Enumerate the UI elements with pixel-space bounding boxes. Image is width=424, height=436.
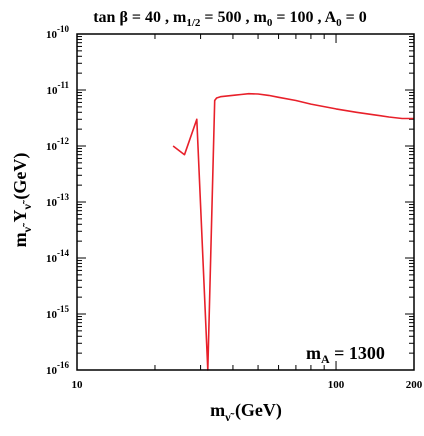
series-line [172, 92, 414, 371]
y-tick-exponent: -16 [57, 360, 69, 370]
y-tick-label: 10-12 [46, 136, 69, 153]
y-tick-exponent: -10 [57, 24, 69, 34]
anno-value: = 1300 [330, 343, 385, 363]
ylabel-y: Y [10, 209, 30, 227]
title-part-tan: tan β = 40 , m [93, 9, 187, 26]
title-sub-m12: 1/2 [186, 17, 201, 29]
y-tick-label: 10-11 [46, 80, 69, 97]
anno-m: m [306, 343, 321, 363]
y-tick-base: 10 [46, 253, 58, 265]
x-tick-label: 200 [406, 379, 423, 391]
y-tick-label: 10-10 [46, 24, 69, 41]
chart-title: tan β = 40 , m1/2 = 500 , m0 = 100 , A0 … [93, 9, 367, 29]
plot-frame [76, 33, 415, 371]
y-axis-label: mν̃ Yν̃ (GeV) [10, 153, 34, 248]
y-tick-exponent: -11 [57, 80, 69, 90]
y-tick-base: 10 [46, 29, 58, 41]
x-tick-labels: 10 100 200 [72, 379, 423, 391]
y-tick-base: 10 [46, 197, 58, 209]
x-axis-label: mν̃ (GeV) [210, 400, 282, 424]
xlabel-m: m [210, 400, 225, 420]
title-sub-a0: 0 [336, 17, 342, 29]
y-tick-label: 10-13 [46, 192, 69, 209]
anno-sub: A [321, 352, 330, 366]
xlabel-unit: (GeV) [230, 400, 281, 421]
y-tick-base: 10 [46, 141, 58, 153]
y-tick-label: 10-16 [46, 360, 69, 377]
y-tick-label: 10-15 [46, 304, 69, 321]
annotation-ma: mA = 1300 [306, 343, 385, 366]
title-part-zero: = 0 [342, 9, 367, 26]
y-tick-exponent: -14 [57, 248, 69, 258]
y-tick-exponent: -15 [57, 304, 69, 314]
ylabel-sub1: ν̃ [20, 223, 34, 233]
xlabel-sub: ν̃ [224, 410, 234, 424]
ylabel-sub2: ν̃ [20, 200, 34, 210]
ylabel-unit: (GeV) [10, 153, 31, 204]
axis-ticks [76, 33, 415, 371]
y-tick-label: 10-14 [46, 248, 69, 265]
title-sub-m0: 0 [267, 17, 273, 29]
title-part-100: = 100 , A [272, 9, 336, 26]
ylabel-m: m [10, 232, 30, 247]
y-tick-exponent: -12 [57, 136, 69, 146]
y-tick-base: 10 [46, 365, 58, 377]
y-tick-base: 10 [46, 85, 58, 97]
x-tick-label: 100 [328, 379, 345, 391]
y-tick-exponent: -13 [57, 192, 69, 202]
y-tick-base: 10 [46, 309, 58, 321]
title-part-500: = 500 , m [200, 9, 267, 26]
x-tick-label: 10 [72, 379, 84, 391]
series-group [172, 92, 414, 371]
